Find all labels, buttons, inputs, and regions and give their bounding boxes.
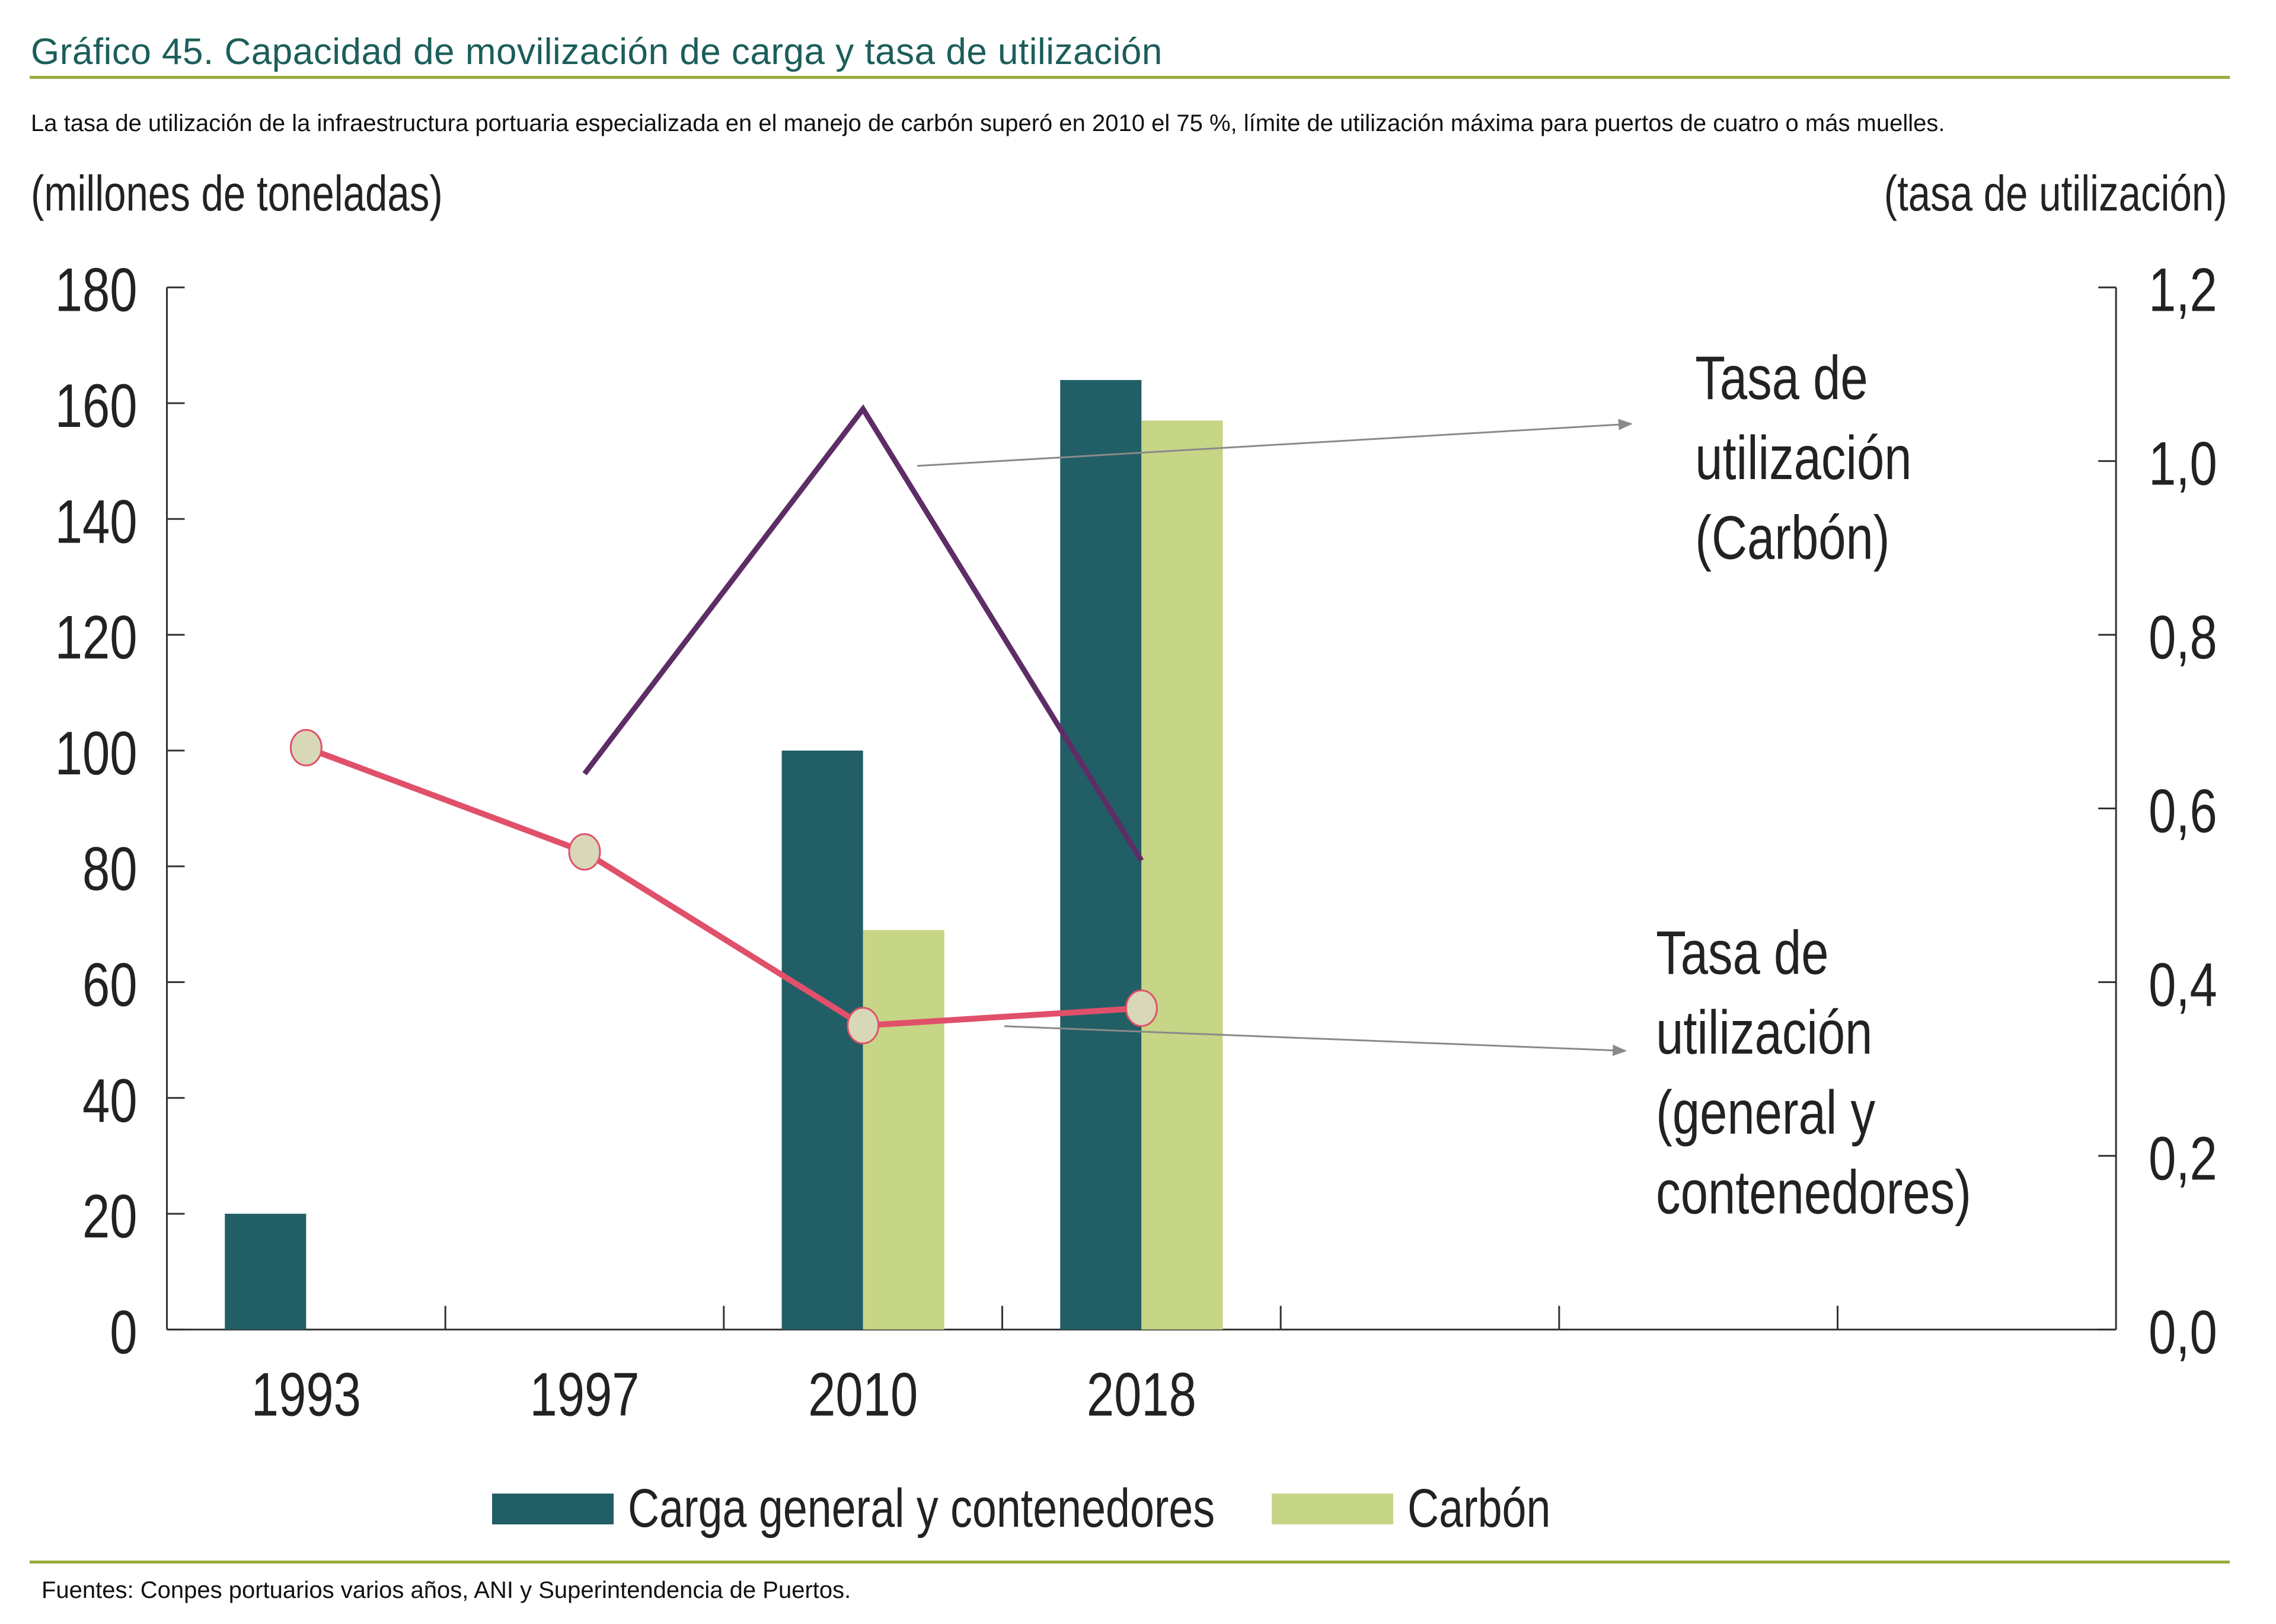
annotation-label-general: utilización [1656, 998, 1872, 1067]
line-utilizacion-general [305, 745, 1142, 1029]
left-tick-label: 80 [82, 834, 138, 903]
left-tick-label: 40 [82, 1066, 138, 1135]
left-tick-label: 0 [110, 1298, 137, 1367]
left-tick-label: 160 [55, 371, 138, 440]
annotation-label-carbon: utilización [1695, 423, 1911, 492]
x-tick-label: 2018 [1087, 1360, 1196, 1429]
x-tick-label: 2010 [808, 1360, 918, 1429]
right-tick-label: 1,2 [2149, 256, 2217, 324]
right-tick-label: 0,6 [2149, 777, 2217, 845]
right-tick-label: 1,0 [2149, 429, 2217, 498]
annotation-label-general: Tasa de [1656, 918, 1828, 987]
annotation-label-general: contenedores) [1656, 1158, 1971, 1227]
footer-divider [30, 1561, 2230, 1564]
legend-item-carbon: Carbón [1272, 1478, 1587, 1540]
annotation-label-carbon: Tasa de [1695, 343, 1868, 412]
right-tick-label: 0,8 [2149, 603, 2217, 672]
right-axis-title: (tasa de utilización) [1884, 165, 2227, 221]
annotation-label-carbon: (Carbón) [1695, 503, 1889, 572]
left-tick-label: 100 [55, 719, 138, 787]
left-axis-title: (millones de toneladas) [31, 165, 443, 221]
left-tick-label: 140 [55, 487, 138, 556]
left-tick-label: 60 [82, 950, 138, 1019]
legend-swatch-carbon [1272, 1493, 1393, 1524]
left-tick-label: 20 [82, 1182, 138, 1250]
right-tick-label: 0,0 [2149, 1298, 2217, 1367]
marker-utilizacion-general [289, 729, 323, 767]
legend-label-carga: Carga general y contenedores [628, 1478, 1215, 1539]
marker-utilizacion-general [568, 833, 601, 871]
annotation-label-general: (general y [1656, 1078, 1875, 1147]
marker-utilizacion-general [1125, 989, 1158, 1027]
bar-carga [781, 750, 863, 1330]
bar-carbon [863, 930, 944, 1330]
lines [289, 404, 1158, 1045]
bar-carbon [1141, 420, 1223, 1330]
annotation-arrow-general [1004, 1025, 1627, 1057]
annotations: Tasa de utilización (Carbón) Tasa de utiliza… [917, 343, 1971, 1227]
source-note: Fuentes: Conpes portuarios varios años, … [42, 1577, 851, 1603]
bar-carga [1060, 379, 1142, 1330]
left-tick-label: 120 [55, 603, 138, 672]
x-tick-label: 1997 [529, 1360, 639, 1429]
annotation-arrow-carbon [917, 419, 1633, 467]
title-divider [30, 76, 2230, 79]
bars [225, 379, 1223, 1330]
marker-utilizacion-general [847, 1007, 880, 1045]
legend-swatch-carga [492, 1493, 614, 1524]
line-utilizacion-carbon [582, 404, 1144, 862]
right-tick-label: 0,4 [2149, 950, 2217, 1019]
legend-label-carbon: Carbón [1407, 1478, 1551, 1539]
right-tick-label: 0,2 [2149, 1124, 2217, 1193]
left-tick-label: 180 [55, 256, 138, 324]
x-tick-label: 1993 [251, 1360, 361, 1429]
bar-carga [225, 1214, 307, 1330]
tick-labels: 0 20 40 60 80 100 120 140 160 180 0,0 0,2 0,4 0,6 0,8 1… [55, 256, 2217, 1429]
chart-subtitle: La tasa de utilización de la infraestruc… [31, 110, 1945, 136]
legend-item-carga: Carga general y contenedores [492, 1478, 1362, 1540]
chart-title: Gráfico 45. Capacidad de movilización de… [31, 31, 1163, 72]
